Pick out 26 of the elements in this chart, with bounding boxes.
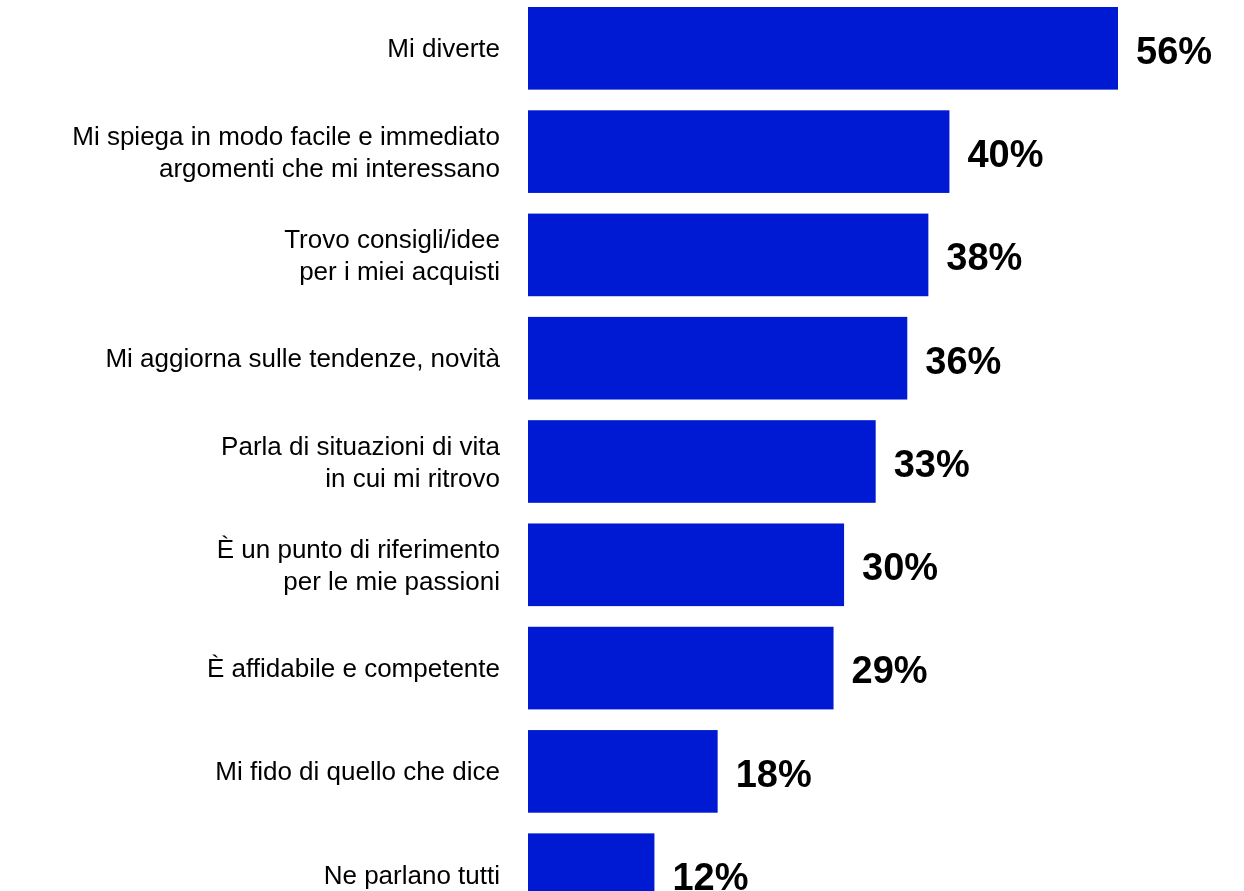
- bar: [528, 7, 1118, 90]
- y-tick-label: Mi spiega in modo facile e immediato argomenti che mi interessano: [72, 120, 500, 183]
- y-tick-label: Trovo consigli/idee per i miei acquisti: [284, 223, 500, 286]
- data-label: 18%: [735, 752, 812, 795]
- data-label: 30%: [862, 546, 939, 589]
- bar: [528, 316, 908, 400]
- y-tick-label: Mi fido di quello che dice: [215, 756, 500, 787]
- y-tick-label: È un punto di riferimento per le mie passioni: [216, 533, 500, 596]
- y-tick-label: Parla di situazioni di vita in cui mi ritrovo: [221, 430, 501, 493]
- y-tick-label: Ne parlano tutti: [323, 859, 500, 890]
- bar: [528, 420, 876, 503]
- data-label: 33%: [893, 442, 970, 485]
- bar: [528, 626, 834, 710]
- data-label: 56%: [1136, 29, 1213, 72]
- bar: [528, 213, 929, 297]
- data-label: 36%: [925, 339, 1002, 382]
- data-label: 40%: [967, 132, 1044, 175]
- bar: [528, 110, 950, 193]
- data-label: 38%: [946, 236, 1023, 279]
- data-label: 12%: [672, 855, 749, 891]
- y-tick-label: Mi aggiorna sulle tendenze, novità: [105, 343, 501, 374]
- bar: [528, 730, 718, 813]
- bar: [528, 523, 845, 607]
- data-label: 29%: [851, 649, 928, 692]
- y-tick-label: È affidabile e competente: [207, 653, 500, 684]
- y-tick-label: Mi diverte: [387, 33, 500, 64]
